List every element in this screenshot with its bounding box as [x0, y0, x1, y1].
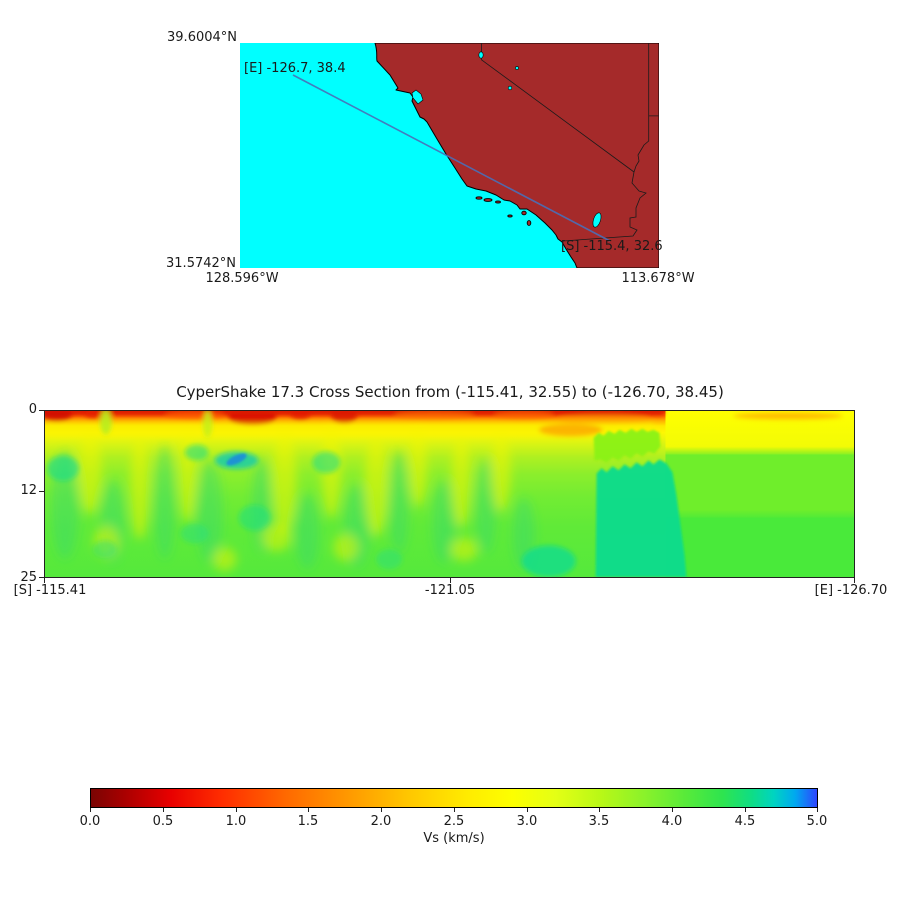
cbar-tick-3.0: 3.0	[516, 814, 538, 829]
cbar-tick-2.0: 2.0	[370, 814, 392, 829]
cbar-tickmark	[308, 808, 309, 812]
coastal-discontinuity	[226, 428, 687, 577]
cbar-tickmark	[454, 808, 455, 812]
depth-tick-0: 0	[28, 402, 37, 417]
salton-sea	[592, 212, 602, 228]
cbar-tick-0.5: 0.5	[152, 814, 174, 829]
map-figure	[240, 43, 659, 268]
cbar-tick-1.5: 1.5	[297, 814, 319, 829]
mono-lake	[507, 85, 513, 91]
x-tick-center-label: -121.05	[424, 583, 476, 598]
cbar-tick-5.0: 5.0	[806, 814, 828, 829]
x-tick-right-label: [E] -126.70	[814, 583, 888, 598]
state-borders	[481, 43, 659, 242]
vs-colorbar	[90, 788, 818, 808]
cbar-tickmark	[163, 808, 164, 812]
walker-lake	[515, 66, 519, 70]
cbar-tickmark	[90, 808, 91, 812]
map-start-annotation: [S] -115.4, 32.6	[561, 239, 663, 254]
map-lat-top-label: 39.6004°N	[167, 30, 237, 45]
cbar-tick-0.0: 0.0	[79, 814, 101, 829]
lakes	[478, 51, 602, 228]
blue-high-vs-blob	[226, 453, 247, 466]
san-francisco-bay	[411, 89, 424, 105]
cross-section-heatmap	[44, 410, 855, 578]
cbar-tick-2.5: 2.5	[443, 814, 465, 829]
cbar-tick-1.0: 1.0	[225, 814, 247, 829]
vs-heatmap-image	[45, 411, 854, 577]
lime-column	[593, 428, 661, 463]
cbar-tick-4.0: 4.0	[661, 814, 683, 829]
cbar-tickmark	[236, 808, 237, 812]
map-lat-bottom-label: 31.5742°N	[166, 256, 236, 271]
x-tick-left-label: [S] -115.41	[13, 583, 87, 598]
land-california-nevada	[374, 43, 659, 268]
x-tickmark	[450, 578, 451, 583]
cbar-tickmark	[527, 808, 528, 812]
x-tickmark	[44, 578, 45, 583]
y-tickmark	[39, 491, 44, 492]
y-tickmark	[39, 577, 44, 578]
map-lon-left-label: 128.596°W	[205, 271, 279, 286]
cbar-tickmark	[817, 808, 818, 812]
california-map	[240, 43, 659, 268]
cbar-tickmark	[745, 808, 746, 812]
cbar-tick-3.5: 3.5	[588, 814, 610, 829]
map-lon-right-label: 113.678°W	[621, 271, 695, 286]
teal-column	[595, 459, 687, 577]
cbar-tickmark	[599, 808, 600, 812]
cross-section-line	[292, 74, 611, 242]
cbar-tickmark	[381, 808, 382, 812]
map-end-annotation: [E] -126.7, 38.4	[244, 61, 346, 76]
cbar-tick-4.5: 4.5	[734, 814, 756, 829]
cbar-tickmark	[672, 808, 673, 812]
x-tickmark	[854, 578, 855, 583]
lake-tahoe	[478, 51, 484, 59]
cross-section-title: CyperShake 17.3 Cross Section from (-115…	[176, 383, 724, 401]
y-tickmark	[39, 410, 44, 411]
colorbar-axis-label: Vs (km/s)	[423, 831, 485, 846]
surface-low-vs-band	[45, 411, 844, 577]
channel-islands	[475, 196, 532, 226]
depth-tick-25: 25	[20, 570, 37, 585]
depth-tick-12: 12	[20, 483, 37, 498]
